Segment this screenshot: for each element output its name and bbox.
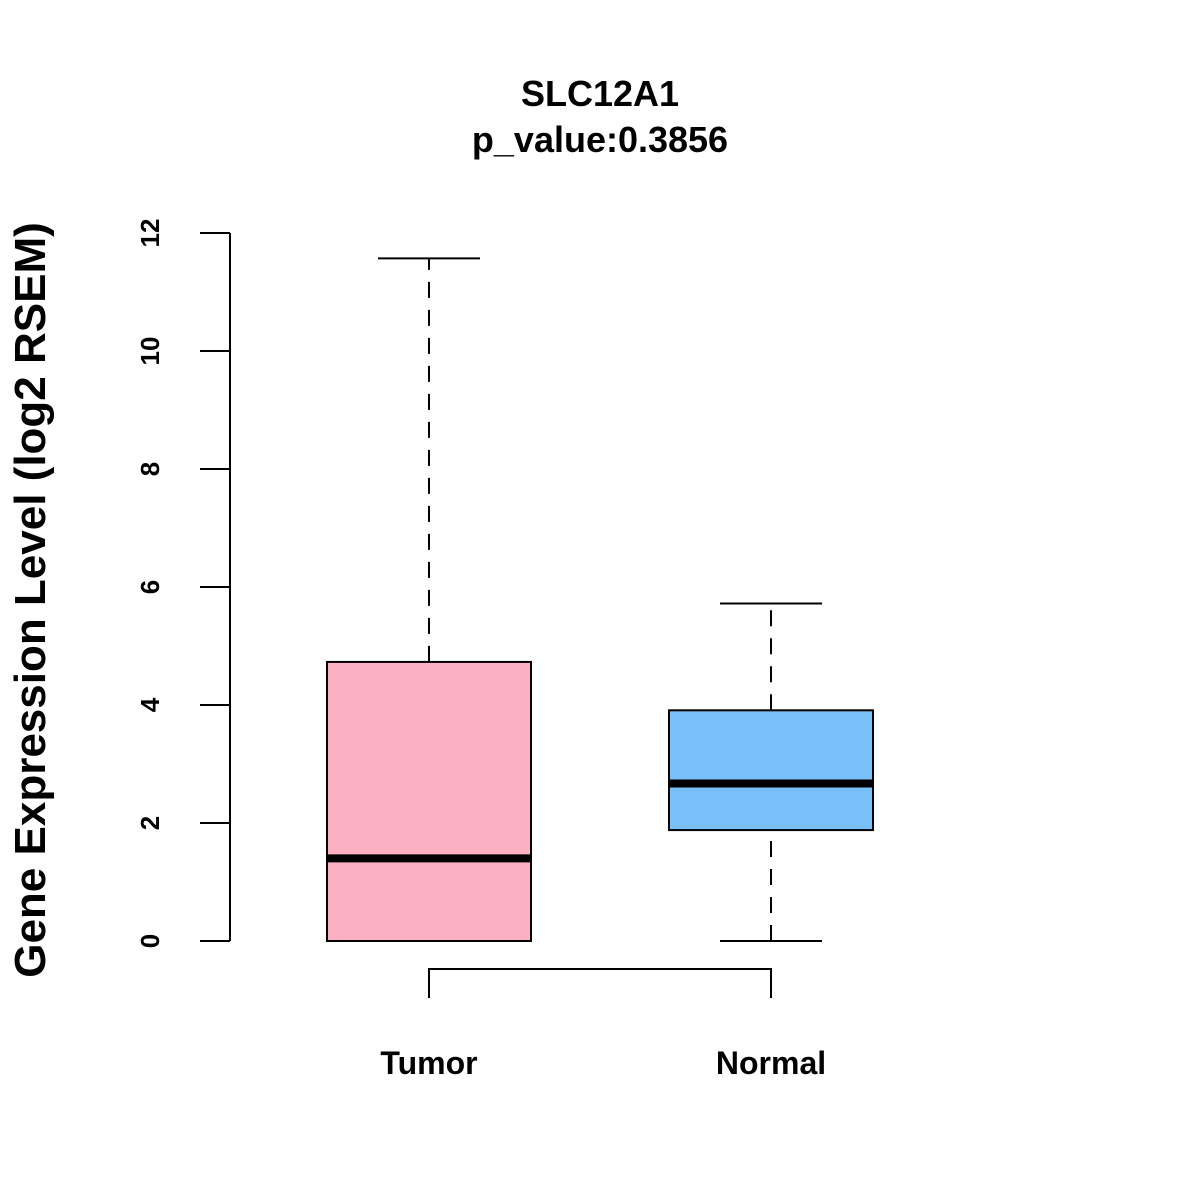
box-normal [668,602,874,942]
y-tick-label: 8 [135,462,165,476]
chart-subtitle: p_value:0.3856 [472,119,728,160]
iqr-box [326,660,532,942]
iqr-box [668,709,874,832]
y-tick-label: 6 [135,580,165,594]
box-tumor [326,257,532,942]
bracket-line [428,968,772,998]
y-tick-label: 2 [135,816,165,830]
y-axis-label: Gene Expression Level (log2 RSEM) [6,222,55,978]
y-axis: 0 2 4 6 8 10 12 [135,219,231,948]
y-tick-label: 12 [135,219,165,248]
chart-title: SLC12A1 [521,73,679,114]
x-category-label: Tumor [380,1045,477,1081]
y-tick-label: 0 [135,934,165,948]
x-axis-labels: Tumor Normal [380,1045,826,1081]
boxes-group [326,257,874,942]
comparison-bracket [428,968,772,998]
y-tick-label: 4 [135,697,165,712]
x-category-label: Normal [716,1045,826,1081]
y-tick-label: 10 [135,337,165,366]
